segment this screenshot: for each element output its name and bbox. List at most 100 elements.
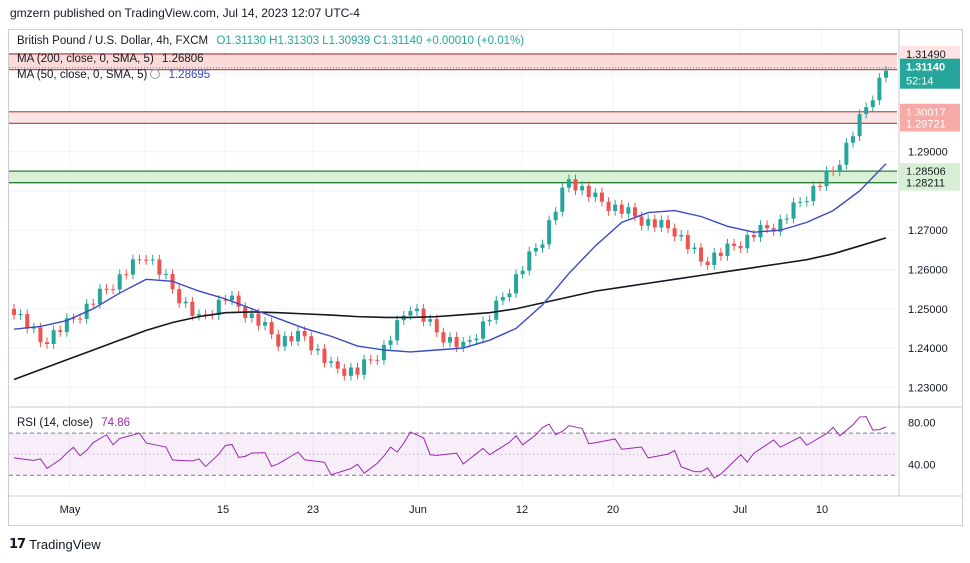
zone-support (9, 171, 897, 183)
current-price-tag (900, 58, 960, 89)
candle-body (659, 220, 664, 228)
candle-body (877, 77, 882, 101)
candle-body (606, 201, 611, 212)
candle-body (177, 289, 182, 304)
ma50-label: MA (50, close, 0, SMA, 5) (17, 69, 148, 81)
candle-body (619, 204, 624, 214)
brand-footer[interactable]: 17 TradingView (9, 537, 101, 552)
visibility-icon[interactable] (150, 69, 161, 79)
candle-body (593, 192, 598, 198)
candle-body (448, 337, 452, 343)
candle-body (38, 327, 43, 343)
candle-body (12, 308, 16, 316)
candle-body (381, 344, 386, 361)
candle-body (355, 367, 360, 375)
candle-body (560, 187, 565, 212)
candle-body (203, 314, 208, 316)
candle-body (249, 313, 254, 318)
candle-body (751, 234, 756, 238)
candle-body (236, 295, 241, 307)
candle-body (117, 274, 122, 290)
ma50-legend[interactable]: MA (50, close, 0, SMA, 5) 1.28695 (17, 69, 210, 81)
symbol-legend: British Pound / U.S. Dollar, 4h, FXCM O1… (17, 35, 524, 47)
candle-body (322, 348, 327, 363)
candle-body (699, 247, 704, 262)
candle-body (302, 330, 307, 337)
candle-body (454, 337, 459, 348)
candle-body (791, 202, 796, 219)
candle-body (130, 259, 135, 275)
candle-body (481, 321, 486, 339)
candle-body (45, 342, 50, 345)
candle-body (91, 303, 96, 305)
candle-body (811, 185, 816, 202)
rsi-line (13, 416, 887, 479)
candle-body (395, 320, 400, 341)
candle-body (666, 220, 670, 229)
candle-body (804, 201, 809, 203)
chart-frame (8, 29, 963, 526)
candle-body (18, 313, 23, 316)
zone-price-label: 1.31490 (906, 49, 946, 61)
brand-name: TradingView (29, 537, 101, 552)
candle-body (514, 274, 519, 294)
ma50-value: 1.28695 (168, 69, 211, 81)
candle-body (64, 318, 69, 333)
candle-body (256, 313, 261, 326)
candle-body (732, 243, 737, 246)
zone-mid (9, 111, 897, 124)
candle-body (282, 336, 287, 347)
ma200-legend[interactable]: MA (200, close, 0, SMA, 5) 1.26806 (17, 53, 204, 65)
candle-body (685, 234, 690, 250)
candle-body (712, 252, 717, 265)
candle-body (646, 219, 651, 226)
candle-body (817, 185, 822, 187)
candle-body (884, 70, 888, 78)
candle-body (639, 216, 644, 226)
candle-body (124, 274, 129, 276)
candle-body (626, 207, 631, 214)
rsi-label: RSI (14, close) (17, 417, 94, 429)
candle-body (329, 361, 334, 363)
candle-body (705, 261, 710, 265)
price-tick-label: 1.25000 (908, 304, 948, 316)
candle-body (844, 142, 849, 165)
candle-body (196, 314, 201, 316)
candle-body (850, 136, 855, 143)
time-tick-label: 10 (816, 504, 828, 516)
candle-body (428, 319, 433, 322)
ma200-line (13, 237, 887, 381)
rsi-legend[interactable]: RSI (14, close) 74.86 (17, 417, 130, 429)
candle-body (441, 332, 446, 343)
candle-body (461, 341, 466, 348)
price-tick-label: 1.23000 (908, 382, 948, 394)
candle-body (586, 185, 591, 198)
time-tick-label: Jul (733, 504, 747, 516)
candle-body (474, 338, 479, 341)
candle-body (632, 207, 637, 217)
time-tick-label: 15 (217, 504, 229, 516)
publish-line: gmzern published on TradingView.com, Jul… (10, 6, 360, 20)
ma200-label: MA (200, close, 0, SMA, 5) (17, 53, 154, 65)
candle-body (771, 228, 776, 232)
candle-body (342, 368, 347, 376)
time-tick-label: Jun (409, 504, 427, 516)
candle-body (25, 313, 30, 329)
candle-body (31, 327, 36, 329)
price-tick-label: 1.26000 (908, 265, 948, 277)
candle-body (408, 311, 413, 316)
rsi-value: 74.86 (101, 417, 131, 429)
candle-body (467, 340, 472, 342)
candle-body (230, 295, 234, 301)
candle-body (599, 192, 604, 202)
rsi-tick-label: 40.00 (908, 460, 936, 472)
candle-body (414, 308, 419, 312)
candle-body (263, 322, 268, 326)
candle-body (613, 204, 618, 212)
candle-body (276, 334, 281, 347)
candle-body (520, 270, 525, 275)
ohlc-values: O1.31130 H1.31303 L1.30939 C1.31140 +0.0… (216, 35, 525, 47)
zone-price-tag (900, 115, 960, 132)
price-tick-label: 1.27000 (908, 225, 948, 237)
